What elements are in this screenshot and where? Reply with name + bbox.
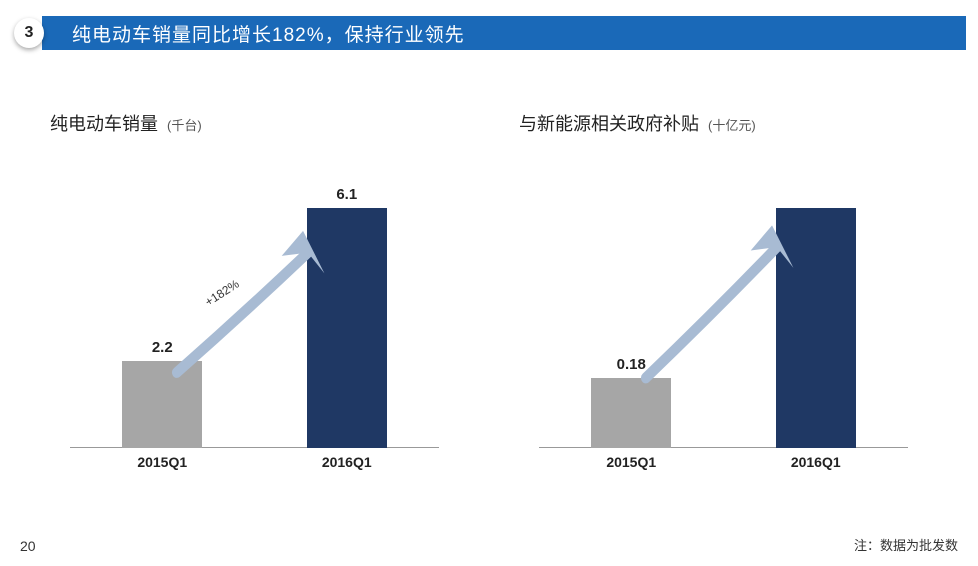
- chart-sales: 纯电动车销量 (千台) 2.2 6.1: [50, 110, 459, 476]
- x-labels: 2015Q1 2016Q1: [70, 448, 439, 476]
- bar-group-1: 2.2: [88, 361, 236, 448]
- header-bar: 纯电动车销量同比增长182%，保持行业领先: [42, 16, 966, 50]
- slide: 纯电动车销量同比增长182%，保持行业领先 3 纯电动车销量 (千台) 2.2: [0, 0, 978, 566]
- x-labels: 2015Q1 2016Q1: [539, 448, 908, 476]
- bar-2016q1: [776, 208, 856, 448]
- bar-value-label: 2.2: [152, 339, 173, 356]
- chart-unit: (千台): [167, 118, 202, 133]
- x-label: 2015Q1: [88, 448, 236, 470]
- bars-container: 2.2 6.1: [70, 160, 439, 448]
- chart-title-text: 纯电动车销量: [50, 114, 158, 134]
- section-number-badge: 3: [14, 18, 44, 48]
- chart-title-text: 与新能源相关政府补贴: [519, 114, 699, 134]
- page-number: 20: [20, 538, 36, 554]
- chart-unit: (十亿元): [708, 118, 756, 133]
- chart-subsidy: 与新能源相关政府补贴 (十亿元) 0.18: [519, 110, 928, 476]
- footnote: 注：数据为批发数: [854, 535, 958, 554]
- bar-value-label: 6.1: [336, 186, 357, 203]
- bars-container: 0.18: [539, 160, 908, 448]
- x-label: 2016Q1: [742, 448, 890, 470]
- bar-group-1: 0.18: [557, 378, 705, 448]
- x-label: 2015Q1: [557, 448, 705, 470]
- bar-2015q1: 2.2: [122, 361, 202, 448]
- page-title: 纯电动车销量同比增长182%，保持行业领先: [72, 20, 465, 47]
- bar-2015q1: 0.18: [591, 378, 671, 448]
- bar-value-label: 0.18: [617, 356, 646, 373]
- bar-2016q1: 6.1: [307, 208, 387, 448]
- charts-row: 纯电动车销量 (千台) 2.2 6.1: [50, 110, 928, 476]
- chart-title: 纯电动车销量 (千台): [50, 110, 459, 136]
- chart-title: 与新能源相关政府补贴 (十亿元): [519, 110, 928, 136]
- plot-area: 0.18 2015Q1 2016Q1: [539, 160, 908, 476]
- plot-area: 2.2 6.1 2015Q1 2016Q1: [70, 160, 439, 476]
- bar-group-2: [742, 208, 890, 448]
- x-label: 2016Q1: [273, 448, 421, 470]
- badge-number: 3: [25, 24, 34, 42]
- bar-group-2: 6.1: [273, 208, 421, 448]
